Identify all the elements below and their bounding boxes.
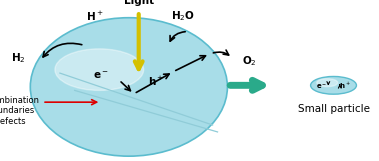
Text: H$^+$: H$^+$: [86, 10, 103, 23]
Text: Recombination
at boundaries
and defects: Recombination at boundaries and defects: [0, 96, 39, 126]
Ellipse shape: [317, 79, 338, 87]
Text: e$^-$: e$^-$: [93, 70, 109, 81]
Text: h$^+$: h$^+$: [339, 81, 351, 91]
Text: H$_2$: H$_2$: [11, 51, 26, 65]
Text: h$^+$: h$^+$: [148, 75, 164, 88]
Text: Light: Light: [124, 0, 154, 6]
Text: H$_2$O: H$_2$O: [171, 9, 195, 23]
Text: e$^-$: e$^-$: [316, 82, 328, 91]
Text: Small particle: Small particle: [298, 104, 370, 114]
Text: O$_2$: O$_2$: [242, 54, 257, 67]
Ellipse shape: [30, 18, 227, 156]
Ellipse shape: [55, 49, 144, 90]
Ellipse shape: [310, 76, 356, 94]
